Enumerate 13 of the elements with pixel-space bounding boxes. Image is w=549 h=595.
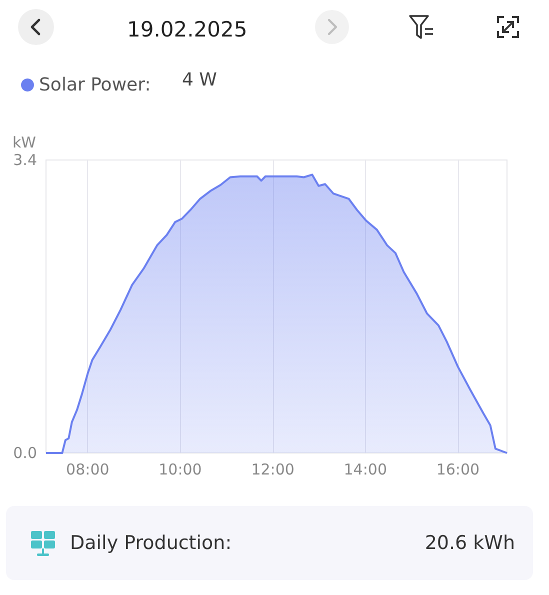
x-tick-label: 08:00 [66, 460, 110, 478]
legend-label: Solar Power: [39, 74, 151, 96]
x-tick-label: 16:00 [436, 460, 480, 478]
text: Daily Production: [70, 531, 232, 556]
chart-title: 19.02.2025 [127, 18, 248, 42]
text: 4 W [182, 70, 218, 90]
x-tick-label: 12:00 [251, 460, 294, 478]
y-axis-title: kW [12, 134, 36, 152]
y-tick-label: 0.0 [13, 444, 37, 462]
text: 20.6 kWh [424, 531, 515, 556]
x-tick-label: 10:00 [158, 460, 202, 478]
y-tick-label: 3.4 [13, 151, 37, 169]
x-tick-label: 14:00 [344, 460, 387, 478]
